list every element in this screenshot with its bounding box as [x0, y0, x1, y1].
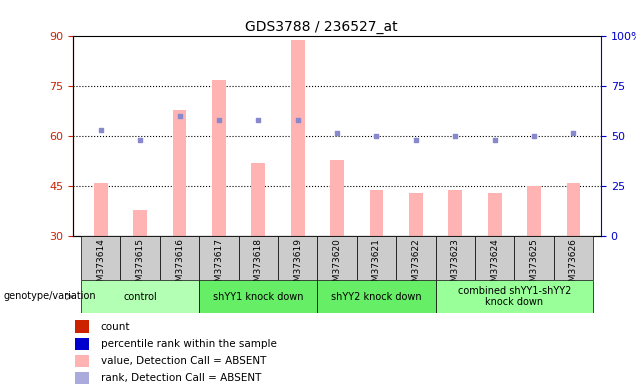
Text: count: count [100, 322, 130, 332]
Bar [291, 40, 305, 236]
Bar [74, 355, 89, 367]
Point [450, 133, 460, 139]
Bar [160, 236, 199, 280]
Text: GSM373614: GSM373614 [96, 238, 105, 293]
Text: GSM373617: GSM373617 [214, 238, 223, 293]
Text: percentile rank within the sample: percentile rank within the sample [100, 339, 277, 349]
Bar [212, 80, 226, 236]
Point [95, 127, 106, 133]
Bar [436, 280, 593, 313]
Text: GSM373624: GSM373624 [490, 238, 499, 293]
Bar [448, 190, 462, 236]
Bar [357, 236, 396, 280]
Bar [74, 372, 89, 384]
Point [569, 130, 579, 136]
Bar [488, 193, 502, 236]
Bar [120, 236, 160, 280]
Text: GSM373618: GSM373618 [254, 238, 263, 293]
Bar [81, 236, 120, 280]
Text: GSM373626: GSM373626 [569, 238, 578, 293]
Point [293, 117, 303, 123]
Text: GSM373625: GSM373625 [530, 238, 539, 293]
Bar [238, 236, 278, 280]
Bar [81, 280, 199, 313]
Bar [409, 193, 423, 236]
Point [135, 137, 145, 143]
Text: rank, Detection Call = ABSENT: rank, Detection Call = ABSENT [100, 374, 261, 384]
Bar [74, 320, 89, 333]
Point [371, 133, 382, 139]
Bar [370, 190, 384, 236]
Bar [436, 236, 475, 280]
Bar [396, 236, 436, 280]
Title: GDS3788 / 236527_at: GDS3788 / 236527_at [245, 20, 398, 34]
Bar [199, 236, 238, 280]
Bar [172, 110, 186, 236]
Bar [74, 338, 89, 350]
Bar [554, 236, 593, 280]
Point [490, 137, 500, 143]
Text: GSM373616: GSM373616 [175, 238, 184, 293]
Text: GSM373620: GSM373620 [333, 238, 342, 293]
Point [411, 137, 421, 143]
Bar [567, 183, 580, 236]
Text: combined shYY1-shYY2
knock down: combined shYY1-shYY2 knock down [458, 286, 571, 308]
Bar [278, 236, 317, 280]
Text: shYY1 knock down: shYY1 knock down [213, 291, 303, 302]
Bar [251, 163, 265, 236]
Bar [133, 210, 147, 236]
Point [332, 130, 342, 136]
Text: GSM373621: GSM373621 [372, 238, 381, 293]
Bar [527, 186, 541, 236]
Text: GSM373615: GSM373615 [135, 238, 144, 293]
Text: GSM373619: GSM373619 [293, 238, 302, 293]
Text: value, Detection Call = ABSENT: value, Detection Call = ABSENT [100, 356, 266, 366]
Text: control: control [123, 291, 157, 302]
Bar [475, 236, 515, 280]
Bar [330, 160, 344, 236]
Bar [515, 236, 554, 280]
Bar [317, 280, 436, 313]
Bar [317, 236, 357, 280]
Text: GSM373622: GSM373622 [411, 238, 420, 293]
Text: shYY2 knock down: shYY2 knock down [331, 291, 422, 302]
Point [253, 117, 263, 123]
Bar [94, 183, 107, 236]
Text: genotype/variation: genotype/variation [3, 291, 96, 301]
Bar [199, 280, 317, 313]
Point [529, 133, 539, 139]
Point [174, 113, 184, 119]
Text: GSM373623: GSM373623 [451, 238, 460, 293]
Point [214, 117, 224, 123]
